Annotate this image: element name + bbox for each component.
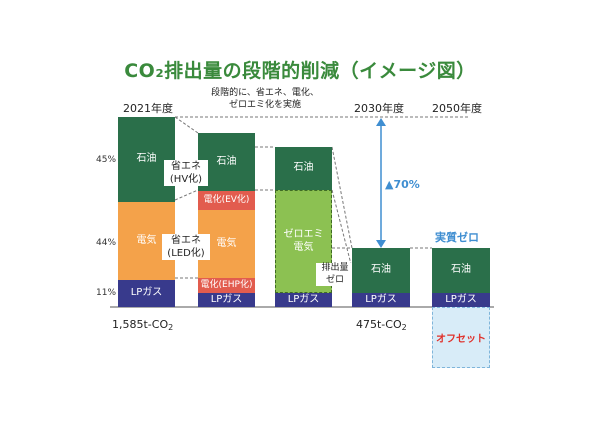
emissions-2030: 475t-CO2: [356, 318, 407, 332]
bar-2021-oil: 石油: [118, 117, 175, 202]
year-2050-label: 2050年度: [432, 102, 482, 115]
connector-1a: [174, 116, 199, 134]
note-hv-line1: 省エネ: [171, 161, 201, 172]
share-elec: 44%: [96, 238, 117, 248]
bar-step3-zero: ゼロエミ 電気: [275, 190, 332, 293]
year-2030-label: 2030年度: [354, 102, 404, 115]
note-hv: 省エネ (HV化): [164, 160, 208, 186]
bar-step3-oil: 石油: [275, 147, 332, 190]
bar-step3-zero-line2: 電気: [293, 241, 314, 253]
bar-2030-oil: 石油: [352, 248, 410, 293]
bar-step3-zero-line1: ゼロエミ: [283, 229, 324, 240]
bar-step2-ehp: 電化(EHP化): [198, 278, 255, 293]
connector-1b: [174, 189, 199, 201]
connector-3b: [331, 189, 353, 269]
share-lpg: 11%: [96, 288, 117, 298]
offset-box: オフセット: [432, 307, 490, 368]
note-zero-line1: 排出量: [321, 263, 349, 273]
stepwise-note-line1: 段階的に、省エネ、電化、: [211, 88, 319, 98]
net-zero-label: 実質ゼロ: [435, 231, 479, 244]
share-oil: 45%: [96, 155, 117, 165]
bar-2030-lpg: LPガス: [352, 293, 410, 307]
bar-step2-ev: 電化(EV化): [198, 191, 255, 210]
bar-2050-lpg: LPガス: [432, 293, 490, 307]
note-hv-line2: (HV化): [169, 174, 203, 185]
offset-label: オフセット: [436, 334, 486, 345]
bar-2021-lpg: LPガス: [118, 280, 175, 307]
bar-2050-oil: 石油: [432, 248, 490, 293]
note-zero-line2: ゼロ: [325, 274, 344, 285]
stepwise-note: 段階的に、省エネ、電化、 ゼロエミ化を実施: [200, 87, 330, 111]
stepwise-note-line2: ゼロエミ化を実施: [228, 100, 301, 111]
bar-step2-lpg: LPガス: [198, 293, 255, 307]
note-led-line1: 省エネ: [171, 235, 201, 246]
chart-title: CO₂排出量の段階的削減（イメージ図）: [124, 60, 476, 82]
connector-3a: [331, 146, 353, 249]
bar-step3-lpg: LPガス: [275, 293, 332, 307]
reduction-arrow-up: [376, 118, 386, 126]
emissions-2021-sub: 2: [168, 323, 174, 332]
emissions-2030-value: 475t-CO: [356, 318, 402, 331]
note-led: 省エネ (LED化): [162, 234, 210, 260]
note-led-line2: (LED化): [167, 248, 205, 259]
year-2021-label: 2021年度: [123, 102, 173, 115]
emissions-2030-sub: 2: [401, 323, 407, 332]
reduction-label: ▲70%: [385, 178, 420, 191]
emissions-2021: 1,585t-CO2: [112, 318, 173, 332]
emissions-2021-value: 1,585t-CO: [112, 318, 169, 331]
note-zero-emission: 排出量 ゼロ: [316, 263, 354, 287]
reduction-arrow-down: [376, 240, 386, 248]
